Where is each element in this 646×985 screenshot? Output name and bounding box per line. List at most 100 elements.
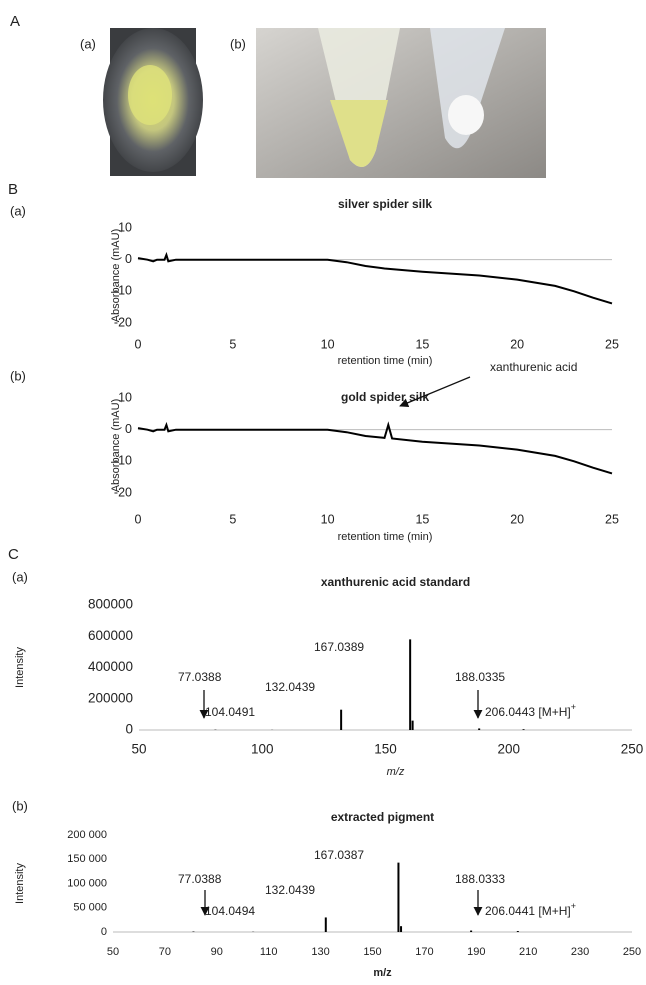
annotation: 104.0494: [205, 904, 255, 918]
x-tick-label: 130: [311, 946, 329, 958]
x-tick-label: 150: [363, 946, 381, 958]
x-tick-label: 50: [131, 742, 146, 757]
y-tick-label: 0: [125, 722, 133, 737]
x-tick-label: 190: [467, 946, 485, 958]
x-axis-label: retention time (min): [338, 531, 433, 543]
annotation-text: 104.0494: [205, 904, 255, 918]
y-tick-label: 100 000: [67, 877, 107, 889]
annotation: 77.0388: [178, 872, 222, 886]
panel-label: C: [8, 546, 19, 563]
annotation-text: 77.0388: [178, 872, 222, 886]
x-tick-label: 0: [135, 512, 142, 526]
y-axis-label: Absorbance (mAU): [110, 229, 122, 323]
panel-label: (a): [10, 203, 26, 218]
annotation: 104.0491: [205, 705, 255, 719]
y-tick-label: 0: [101, 926, 107, 938]
x-tick-label: 250: [621, 742, 644, 757]
x-axis-label: retention time (min): [338, 355, 433, 367]
y-tick-label: 400000: [88, 659, 133, 674]
y-tick-label: 150 000: [67, 853, 107, 865]
y-tick-label: 800000: [88, 597, 133, 612]
photo-tubes: [256, 28, 546, 178]
x-axis-label: m/z: [387, 766, 405, 778]
annotation-sup: +: [571, 702, 576, 712]
arrow: [399, 376, 471, 408]
annotation-text: 104.0491: [205, 705, 255, 719]
annotation-text: 167.0389: [314, 640, 364, 654]
panel-label: (b): [10, 368, 26, 383]
x-tick-label: 0: [135, 337, 142, 351]
y-tick-label: 10: [118, 220, 132, 234]
x-tick-label: 10: [321, 337, 335, 351]
annotation: 77.0388: [178, 670, 222, 684]
x-tick-label: 250: [623, 946, 641, 958]
y-tick-label: 200 000: [67, 829, 107, 841]
annotation-text: 188.0333: [455, 872, 505, 886]
y-tick-label: -20: [114, 315, 132, 329]
chart: 0 200000 400000 600000 800000 50 100 150 200 250 x…: [14, 575, 643, 778]
y-tick-label: 0: [125, 422, 132, 436]
annotation: 167.0389: [314, 640, 364, 654]
annotation-text: xanthurenic acid: [490, 360, 577, 374]
y-tick-label: 0: [125, 252, 132, 266]
x-tick-label: 15: [415, 512, 429, 526]
annotation: xanthurenic acid: [490, 360, 577, 374]
y-tick-label: -10: [114, 454, 132, 468]
y-tick-label: 50 000: [73, 902, 107, 914]
annotation-text: 77.0388: [178, 670, 222, 684]
annotation-text: 206.0443 [M+H]: [485, 705, 571, 719]
x-tick-label: 10: [321, 512, 335, 526]
x-tick-label: 230: [571, 946, 589, 958]
x-tick-label: 50: [107, 946, 119, 958]
chart: -20 -10 0 10 0 5 10 15 20 25 silver spider silk ret…: [110, 197, 619, 367]
annotation: 132.0439: [265, 680, 315, 694]
y-tick-label: -20: [114, 485, 132, 499]
y-tick-label: 200000: [88, 690, 133, 705]
annotation: 188.0335: [455, 670, 505, 684]
annotation: 206.0443 [M+H]+: [485, 702, 576, 719]
x-tick-label: 15: [415, 337, 429, 351]
x-tick-label: 150: [374, 742, 397, 757]
panel-label: (b): [12, 798, 28, 813]
annotation-text: 132.0439: [265, 883, 315, 897]
panel-label: (a): [80, 36, 96, 51]
y-axis-label: Intensity: [14, 647, 26, 688]
photo-silk: [103, 28, 203, 176]
x-tick-label: 70: [159, 946, 171, 958]
x-tick-label: 20: [510, 512, 524, 526]
x-tick-label: 20: [510, 337, 524, 351]
x-tick-label: 25: [605, 512, 619, 526]
annotation: 132.0439: [265, 883, 315, 897]
panel-label: A: [10, 13, 20, 30]
trace: [137, 251, 613, 305]
x-tick-label: 100: [251, 742, 274, 757]
x-tick-label: 210: [519, 946, 537, 958]
y-tick-label: 10: [118, 390, 132, 404]
annotation-text: 132.0439: [265, 680, 315, 694]
x-tick-label: 200: [497, 742, 520, 757]
x-axis-label: m/z: [373, 967, 392, 979]
annotation-text: 188.0335: [455, 670, 505, 684]
x-tick-label: 25: [605, 337, 619, 351]
chart-title: xanthurenic acid standard: [321, 575, 470, 589]
y-axis-label: Absorbance (mAU): [110, 399, 122, 493]
chart: -20 -10 0 10 0 5 10 15 20 25 gold spider silk reten…: [110, 360, 619, 543]
x-tick-label: 90: [211, 946, 223, 958]
y-axis-label: Intensity: [14, 863, 26, 904]
x-tick-label: 5: [229, 512, 236, 526]
x-tick-label: 5: [229, 337, 236, 351]
annotation: 206.0441 [M+H]+: [485, 901, 576, 918]
y-tick-label: -10: [114, 284, 132, 298]
panel-label: (a): [12, 569, 28, 584]
annotation-text: 206.0441 [M+H]: [485, 904, 571, 918]
annotation: 167.0387: [314, 848, 364, 862]
y-tick-label: 600000: [88, 628, 133, 643]
x-tick-label: 110: [260, 946, 278, 958]
chart-title: extracted pigment: [331, 810, 434, 824]
chart-title: gold spider silk: [341, 390, 429, 404]
chart: 0 50 000 100 000 150 000 200 000 50 70 90 110 130…: [14, 810, 641, 979]
chart-title: silver spider silk: [338, 197, 432, 211]
annotation-sup: +: [571, 901, 576, 911]
trace: [137, 421, 613, 475]
